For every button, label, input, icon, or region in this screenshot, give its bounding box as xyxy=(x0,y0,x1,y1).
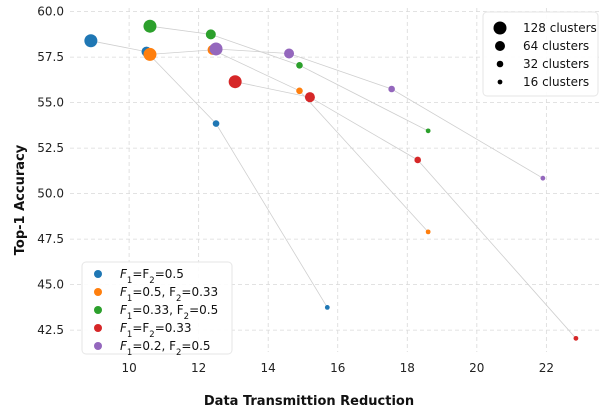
series-legend-marker xyxy=(94,342,102,350)
data-point xyxy=(425,229,431,235)
data-point xyxy=(304,92,315,103)
data-point xyxy=(388,85,395,93)
y-axis-label: Top-1 Accuracy xyxy=(13,144,28,255)
series-legend-label: F1=0.33, F2=0.5 xyxy=(120,303,218,322)
data-point xyxy=(425,128,431,134)
data-point xyxy=(143,47,157,61)
x-tick-label: 12 xyxy=(191,361,206,375)
y-tick-label: 55.0 xyxy=(37,96,64,110)
series-legend-label: F1=0.5, F2=0.33 xyxy=(120,285,218,304)
data-point xyxy=(296,87,303,95)
x-tick-label: 14 xyxy=(261,361,276,375)
series-legend-box xyxy=(81,261,233,355)
series-legend-marker xyxy=(94,306,102,314)
y-tick-label: 50.0 xyxy=(37,187,64,201)
size-legend-label: 64 clusters xyxy=(523,39,589,53)
data-point xyxy=(228,75,242,89)
y-tick-label: 45.0 xyxy=(37,278,64,292)
data-point xyxy=(143,19,157,33)
data-point xyxy=(414,156,422,164)
x-tick-label: 20 xyxy=(469,361,484,375)
x-tick-label: 22 xyxy=(539,361,554,375)
size-legend-box xyxy=(482,11,599,97)
connector-lines xyxy=(90,25,577,339)
series-legend-label: F1=0.2, F2=0.5 xyxy=(120,339,211,358)
size-legend-marker xyxy=(497,79,503,85)
data-point xyxy=(205,29,216,40)
series-legend-marker xyxy=(94,324,102,332)
series-legend-label: F1=F2=0.33 xyxy=(120,321,192,340)
data-point xyxy=(212,120,220,127)
size-legend-marker xyxy=(493,21,507,35)
series-connector-line xyxy=(215,48,544,179)
size-legend-marker xyxy=(496,60,504,68)
series-connector-line xyxy=(90,40,328,308)
series-connector-line xyxy=(235,81,577,339)
y-tick-label: 57.5 xyxy=(37,50,64,64)
data-point xyxy=(296,62,303,69)
size-legend-label: 32 clusters xyxy=(523,57,589,71)
x-tick-label: 10 xyxy=(121,361,136,375)
series-connector-line xyxy=(149,49,429,233)
x-tick-labels: 10 12 14 16 18 20 22 xyxy=(121,361,554,375)
size-legend-label: 16 clusters xyxy=(523,75,589,89)
y-tick-label: 47.5 xyxy=(37,232,64,246)
x-axis-label: Data Transmittion Reduction xyxy=(204,394,414,409)
data-point xyxy=(284,48,295,59)
series-legend-label: F1=F2=0.5 xyxy=(120,267,184,286)
series-legend-marker xyxy=(94,288,102,296)
size-legend-marker xyxy=(495,41,505,51)
y-tick-label: 60.0 xyxy=(37,5,64,19)
data-point xyxy=(209,42,223,56)
data-points xyxy=(84,19,579,341)
data-point xyxy=(540,175,546,181)
series-connector-line xyxy=(149,25,429,132)
size-legend-label: 128 clusters xyxy=(523,21,597,35)
data-point xyxy=(324,305,330,310)
data-point xyxy=(84,34,98,48)
series-legend-marker xyxy=(94,270,102,278)
y-tick-label: 42.5 xyxy=(37,323,64,337)
y-tick-labels: 42.5 45.0 47.5 50.0 52.5 55.0 57.5 60.0 xyxy=(37,5,64,338)
data-point xyxy=(573,335,579,341)
y-tick-label: 52.5 xyxy=(37,141,64,155)
x-tick-label: 18 xyxy=(400,361,415,375)
x-tick-label: 16 xyxy=(330,361,345,375)
size-legend: 128 clusters 64 clusters 32 clusters 16 clu… xyxy=(482,11,599,97)
